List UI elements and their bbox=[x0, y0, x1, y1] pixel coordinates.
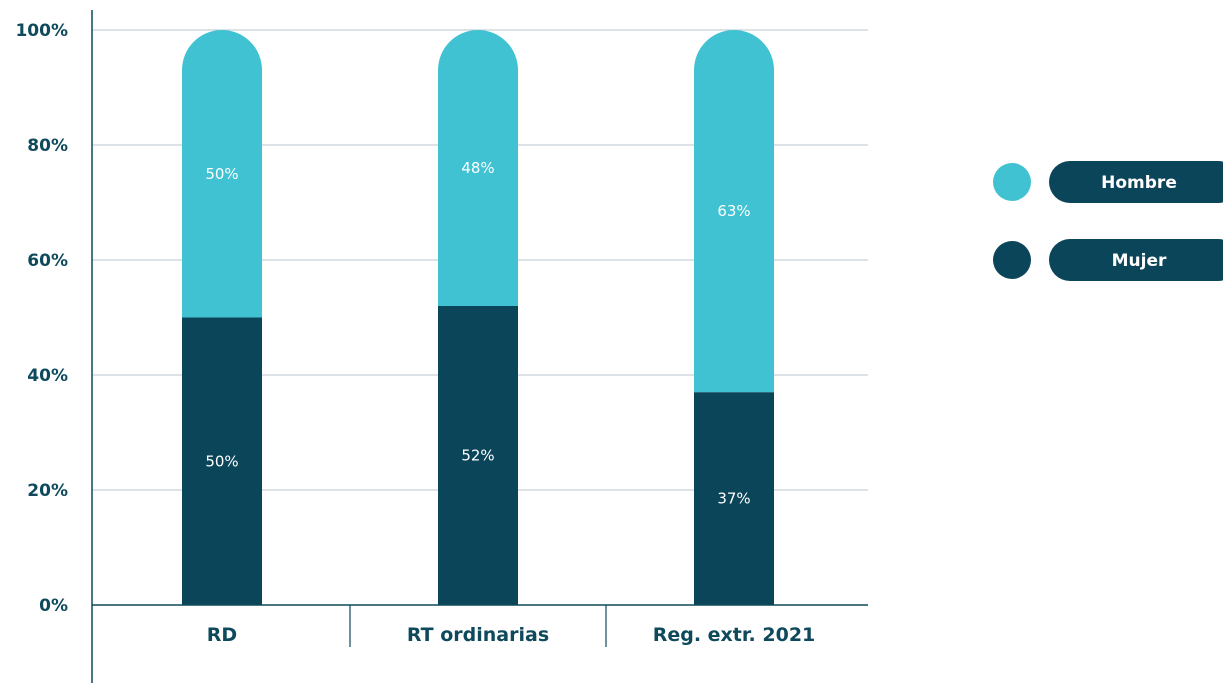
data-label-hombre: 48% bbox=[461, 159, 494, 177]
bar-hombre-1 bbox=[438, 30, 518, 306]
bars bbox=[182, 30, 774, 605]
data-label-hombre: 50% bbox=[205, 165, 238, 183]
data-label-mujer: 50% bbox=[205, 452, 238, 470]
labels: 0% 20% 40% 60% 80% 100% 50% 50% RD 48% 52% RT ordin… bbox=[15, 21, 815, 646]
data-label-mujer: 37% bbox=[717, 490, 750, 508]
legend-swatch-hombre bbox=[993, 163, 1031, 201]
y-tick-label: 40% bbox=[27, 366, 68, 386]
y-tick-label: 100% bbox=[15, 21, 68, 41]
bar-mujer-0 bbox=[182, 317, 262, 605]
legend-label: Mujer bbox=[1112, 251, 1167, 271]
x-category-label: Reg. extr. 2021 bbox=[653, 624, 816, 646]
x-category-label: RD bbox=[207, 624, 237, 646]
y-tick-label: 60% bbox=[27, 251, 68, 271]
bar-hombre-0 bbox=[182, 30, 262, 318]
data-label-mujer: 52% bbox=[461, 447, 494, 465]
bar-mujer-1 bbox=[438, 306, 518, 605]
y-tick-label: 20% bbox=[27, 481, 68, 501]
legend-label: Hombre bbox=[1101, 173, 1177, 193]
legend-swatch-mujer bbox=[993, 241, 1031, 279]
legend-pill bbox=[1049, 161, 1223, 203]
y-tick-label: 0% bbox=[39, 596, 68, 616]
legend-pill bbox=[1049, 239, 1223, 281]
data-label-hombre: 63% bbox=[717, 202, 750, 220]
bar-hombre-2 bbox=[694, 30, 774, 393]
bar-mujer-2 bbox=[694, 392, 774, 605]
axes bbox=[91, 10, 868, 683]
legend: Hombre Mujer bbox=[993, 161, 1223, 281]
y-tick-label: 80% bbox=[27, 136, 68, 156]
x-category-label: RT ordinarias bbox=[407, 624, 549, 646]
